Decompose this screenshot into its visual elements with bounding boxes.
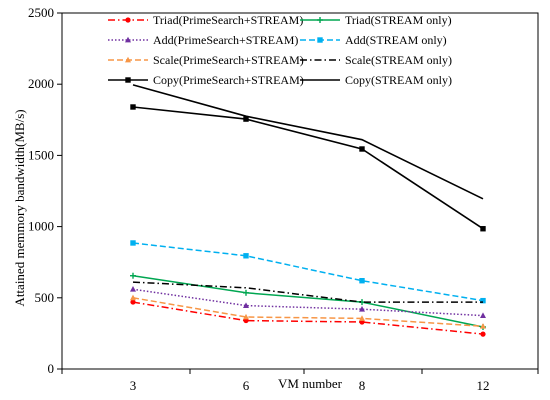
data-point	[130, 294, 136, 301]
legend-item: Scale(STREAM only)	[300, 53, 452, 67]
y-tick-label: 0	[48, 361, 55, 376]
x-tick-label: 3	[130, 378, 137, 393]
legend-item: Add(PrimeSearch+STREAM)	[108, 33, 298, 47]
series-2	[130, 286, 486, 318]
data-point	[130, 286, 136, 292]
data-point	[130, 240, 136, 246]
legend-label: Scale(PrimeSearch+STREAM)	[153, 53, 304, 67]
y-axis-label: Attained memmory bandwidth(MB/s)	[12, 109, 27, 306]
y-tick-label: 500	[35, 290, 55, 305]
data-point	[130, 104, 136, 110]
y-tick-label: 1000	[28, 219, 54, 234]
series-3	[130, 240, 486, 304]
series-line	[132, 242, 484, 302]
legend-item: Scale(PrimeSearch+STREAM)	[108, 53, 304, 67]
data-point	[130, 272, 136, 279]
data-point	[480, 297, 486, 304]
series-line	[132, 274, 484, 328]
x-tick-label: 12	[477, 378, 490, 393]
legend-label: Add(PrimeSearch+STREAM)	[153, 33, 298, 47]
data-point	[317, 37, 323, 43]
legend-item: Triad(STREAM only)	[300, 13, 452, 27]
data-point	[243, 313, 249, 320]
series-5	[132, 281, 483, 303]
legend-label: Add(STREAM only)	[345, 33, 447, 47]
plot-border	[61, 12, 539, 370]
legend: Triad(PrimeSearch+STREAM) Triad(STREAM on…	[108, 13, 452, 87]
series-lines	[130, 84, 486, 337]
legend-item: Add(STREAM only)	[300, 33, 447, 47]
y-tick-label: 1500	[28, 147, 54, 162]
data-point	[243, 302, 249, 309]
series-line	[132, 297, 484, 328]
legend-label: Triad(PrimeSearch+STREAM)	[153, 13, 303, 27]
tick-labels: 0 500 1000 1500 2000 2500 3 6 8 12	[28, 5, 490, 393]
data-point	[480, 331, 486, 337]
data-point	[243, 253, 249, 259]
data-point	[125, 17, 131, 23]
data-point	[480, 323, 486, 329]
data-point	[125, 77, 131, 83]
legend-label: Scale(STREAM only)	[345, 53, 452, 67]
x-axis-label: VM number	[278, 376, 343, 391]
data-point	[480, 226, 486, 232]
series-line	[132, 106, 484, 230]
data-point	[359, 315, 365, 321]
data-point	[130, 299, 136, 305]
x-tick-label: 8	[359, 378, 366, 393]
x-tick-label: 6	[243, 378, 250, 393]
legend-item: Triad(PrimeSearch+STREAM)	[108, 13, 303, 27]
legend-item: Copy(PrimeSearch+STREAM)	[108, 73, 304, 87]
data-point	[480, 312, 486, 318]
data-point	[359, 305, 365, 312]
data-point	[243, 289, 249, 296]
series-line	[132, 288, 484, 317]
legend-label: Triad(STREAM only)	[345, 13, 452, 27]
y-tick-label: 2000	[28, 76, 54, 91]
data-point	[359, 278, 365, 284]
legend-label: Copy(STREAM only)	[345, 73, 452, 87]
series-line	[132, 84, 484, 200]
data-point	[243, 116, 249, 122]
series-4	[130, 294, 486, 329]
series-line	[132, 281, 483, 303]
legend-item: Copy(STREAM only)	[300, 73, 452, 87]
series-line	[132, 301, 484, 335]
data-point	[125, 56, 131, 63]
series-7	[132, 84, 484, 200]
data-point	[317, 17, 323, 23]
legend-label: Copy(PrimeSearch+STREAM)	[153, 73, 304, 87]
data-point	[125, 36, 131, 43]
axes	[57, 12, 539, 374]
series-6	[130, 104, 486, 232]
y-tick-label: 2500	[28, 5, 54, 20]
data-point	[359, 146, 365, 152]
